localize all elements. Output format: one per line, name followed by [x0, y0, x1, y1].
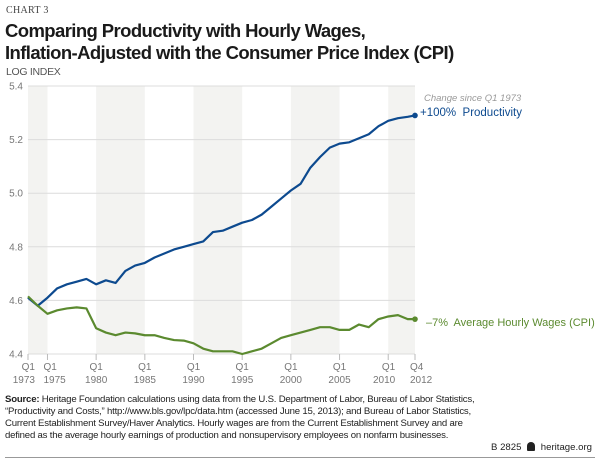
x-tick-year: 1973	[13, 375, 36, 386]
x-tick-quarter: Q1	[333, 362, 347, 373]
series-line-wages	[27, 295, 415, 356]
source-label: Source:	[5, 394, 40, 405]
series-line-productivity	[27, 114, 416, 307]
x-tick-year: 1995	[231, 375, 254, 386]
x-tick-year: 2010	[373, 375, 396, 386]
x-tick-quarter: Q1	[382, 362, 396, 373]
change-note: Change since Q1 1973	[424, 93, 522, 104]
y-axis-label: LOG INDEX	[6, 66, 61, 78]
series-end-marker	[412, 112, 418, 119]
x-tick-quarter: Q4	[410, 362, 424, 373]
source-text: Heritage Foundation calculations using d…	[5, 394, 475, 441]
shaded-period	[28, 86, 48, 354]
y-tick-label: 5.0	[9, 189, 23, 200]
y-tick-label: 5.2	[9, 135, 23, 146]
y-tick-label: 5.4	[9, 82, 23, 93]
x-tick-year: 1975	[43, 375, 66, 386]
x-tick-year: 2012	[410, 375, 433, 386]
y-tick-label: 4.4	[9, 350, 23, 361]
x-tick-quarter: Q1	[43, 362, 57, 373]
shaded-period	[388, 86, 415, 354]
x-tick-year: 2005	[328, 375, 351, 386]
series-end-marker	[412, 316, 418, 322]
x-tick-year: 1985	[134, 375, 157, 386]
y-tick-label: 4.6	[9, 296, 23, 307]
shaded-period	[96, 86, 145, 354]
shaded-period	[290, 86, 340, 354]
bottom-divider	[5, 457, 595, 458]
y-tick-label: 4.8	[9, 242, 23, 253]
title-line-2: Inflation-Adjusted with the Consumer Pri…	[5, 42, 454, 63]
x-tick-year: 1990	[182, 375, 205, 386]
productivity-label: +100% Productivity	[420, 107, 522, 119]
wages-label: –7% Average Hourly Wages (CPI)	[426, 317, 595, 329]
x-tick-quarter: Q1	[187, 362, 201, 373]
liberty-bell-icon	[527, 442, 536, 451]
chart-number: CHART 3	[6, 5, 49, 16]
credit: B 2825 heritage.org	[491, 442, 592, 454]
source-note: Source: Heritage Foundation calculations…	[5, 394, 487, 442]
report-number: B 2825	[491, 442, 522, 453]
x-tick-year: 1980	[85, 375, 108, 386]
x-tick-quarter: Q1	[284, 362, 298, 373]
site-link[interactable]: heritage.org	[540, 442, 592, 453]
x-tick-quarter: Q1	[138, 362, 152, 373]
x-tick-quarter: Q1	[89, 362, 103, 373]
shaded-period	[193, 86, 243, 354]
title-line-1: Comparing Productivity with Hourly Wages…	[5, 20, 366, 41]
x-tick-quarter: Q1	[236, 362, 250, 373]
x-tick-quarter: Q1	[22, 362, 36, 373]
chart-title: Comparing Productivity with Hourly Wages…	[5, 20, 454, 64]
x-tick-year: 2000	[280, 375, 303, 386]
